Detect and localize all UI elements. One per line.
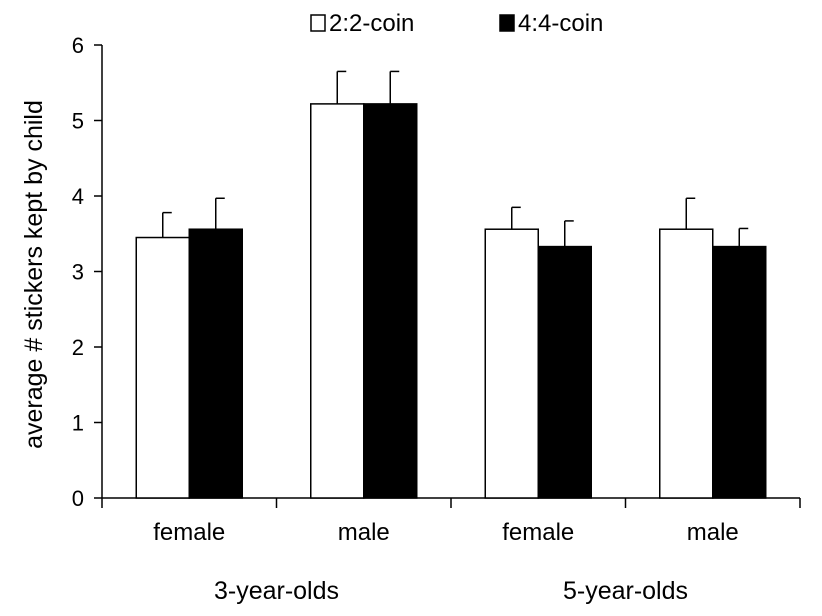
legend-swatch [499, 14, 515, 32]
y-tick-label: 2 [72, 335, 84, 360]
x-group-label: 3-year-olds [214, 577, 339, 605]
legend-swatch [310, 14, 326, 32]
legend: 2:2-coin 4:4-coin [310, 10, 603, 37]
bar-2-2-coin-2 [484, 228, 539, 499]
bar-2-2-coin-0 [135, 236, 190, 499]
x-category-label: male [687, 519, 739, 546]
bar-2-2-coin-3 [659, 228, 714, 499]
y-tick-label: 5 [72, 109, 84, 134]
bar-4-4-coin-2 [537, 245, 592, 499]
bar-2-2-coin-1 [310, 103, 365, 499]
x-category-label: female [502, 519, 574, 546]
legend-label: 2:2-coin [329, 10, 414, 37]
legend-label: 4:4-coin [518, 10, 603, 37]
y-tick-label: 6 [72, 33, 84, 58]
bar-4-4-coin-0 [188, 228, 243, 499]
y-tick-label: 3 [72, 260, 84, 285]
x-category-label: male [338, 519, 390, 546]
y-axis-title: average # stickers kept by child [20, 100, 48, 449]
bars [135, 103, 767, 499]
x-category-label: female [153, 519, 225, 546]
bar-4-4-coin-3 [712, 245, 767, 499]
y-tick-label: 1 [72, 411, 84, 436]
labels: 0 1 2 3 4 5 6 female male female male 3-year-olds 5-… [20, 33, 739, 605]
y-tick-label: 0 [72, 486, 84, 511]
x-group-label: 5-year-olds [563, 577, 688, 605]
y-tick-label: 4 [72, 184, 84, 209]
error-bars [162, 70, 749, 247]
bar-4-4-coin-1 [363, 103, 418, 499]
